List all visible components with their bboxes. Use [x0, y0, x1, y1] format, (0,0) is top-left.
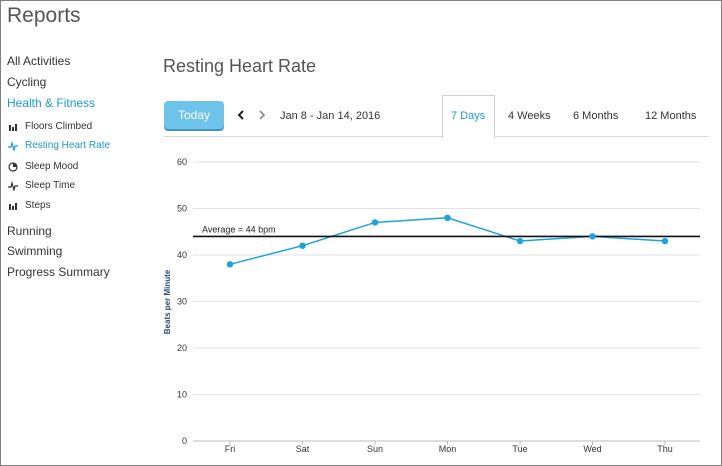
pie-chart-icon — [8, 161, 18, 172]
app-title: Reports — [7, 4, 81, 27]
tab-7-days[interactable]: 7 Days — [451, 110, 486, 122]
sidebar-item-all-activities[interactable]: All Activities — [7, 54, 71, 68]
y-tick-label: 50 — [177, 204, 187, 214]
y-tick-label: 20 — [177, 343, 187, 353]
data-point — [589, 233, 596, 240]
x-tick-label: Fri — [225, 444, 236, 454]
sidebar-subitem-sleep-mood[interactable]: Sleep Mood — [8, 161, 78, 172]
page-title: Resting Heart Rate — [163, 56, 317, 76]
data-point — [516, 237, 524, 245]
x-tick-label: Sun — [367, 444, 383, 454]
y-tick-label: 0 — [182, 436, 187, 446]
resting-heart-rate-chart: 0 10 20 30 40 50 60 Fri Sat Sun Mon Tue Wed Thu Beats … — [163, 157, 700, 454]
y-tick-label: 40 — [177, 250, 187, 260]
x-tick-label: Mon — [439, 444, 457, 454]
data-point — [226, 261, 234, 268]
active-tab-box — [442, 95, 495, 138]
data-point — [299, 242, 306, 249]
data-point — [371, 219, 379, 226]
sidebar-subitem-resting-heart-rate[interactable]: Resting Heart Rate — [8, 140, 110, 151]
y-tick-label: 30 — [177, 297, 187, 307]
y-tick-label: 10 — [177, 390, 187, 400]
sidebar-item-swimming[interactable]: Swimming — [7, 244, 63, 258]
data-point — [661, 237, 669, 245]
average-label: Average = 44 bpm — [202, 224, 276, 234]
x-tick-label: Sat — [296, 444, 310, 454]
x-tick-label: Wed — [583, 444, 601, 454]
prev-period-button[interactable] — [236, 108, 246, 122]
sidebar-item-health-fitness[interactable]: Health & Fitness — [7, 96, 96, 110]
sidebar-subitem-label: Resting Heart Rate — [25, 140, 111, 151]
sidebar-subitem-label: Sleep Time — [25, 180, 76, 191]
sidebar-subitem-label: Steps — [25, 200, 51, 211]
tab-4-weeks[interactable]: 4 Weeks — [508, 110, 551, 122]
sidebar-item-progress-summary[interactable]: Progress Summary — [7, 265, 110, 279]
bar-chart-icon — [8, 122, 18, 132]
bar-chart-icon — [8, 201, 18, 211]
y-tick-label: 60 — [177, 157, 187, 167]
tabs-divider — [164, 136, 709, 137]
sidebar-subitem-sleep-time[interactable]: Sleep Time — [8, 180, 75, 191]
data-point — [444, 214, 451, 221]
sidebar-subitem-floors-climbed[interactable]: Floors Climbed — [8, 121, 92, 132]
sidebar-item-cycling[interactable]: Cycling — [7, 75, 47, 89]
sidebar-subitem-label: Floors Climbed — [25, 121, 93, 132]
chevron-left-icon — [237, 110, 244, 120]
tab-6-months[interactable]: 6 Months — [573, 110, 619, 122]
x-tick-label: Tue — [512, 444, 527, 454]
sidebar-item-running[interactable]: Running — [7, 224, 52, 238]
date-range: Jan 8 - Jan 14, 2016 — [280, 110, 381, 122]
y-axis-label: Beats per Minute — [163, 269, 172, 334]
sidebar-subitem-steps[interactable]: Steps — [8, 200, 51, 211]
chevron-right-icon — [259, 110, 266, 120]
heart-rate-icon — [8, 180, 18, 191]
today-button[interactable]: Today — [164, 101, 224, 129]
series-line — [229, 217, 666, 266]
heart-rate-icon — [8, 140, 18, 151]
tab-12-months[interactable]: 12 Months — [645, 110, 697, 122]
next-period-button[interactable] — [257, 108, 267, 122]
sidebar-subitem-label: Sleep Mood — [25, 161, 79, 172]
x-tick-label: Thu — [657, 444, 673, 454]
